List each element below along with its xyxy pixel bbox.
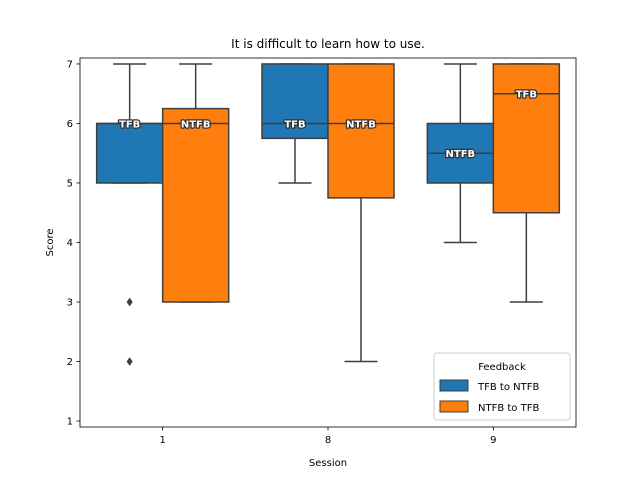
legend-swatch: [439, 400, 469, 413]
legend-title: Feedback: [478, 362, 526, 373]
y-tick-label: 4: [67, 238, 73, 249]
box-group: [492, 63, 561, 303]
outlier-point: [126, 297, 133, 307]
box-iqr: [492, 63, 561, 214]
box-iqr: [161, 107, 230, 303]
x-axis: 1 8 9: [159, 427, 497, 446]
x-axis-label: Session: [309, 458, 347, 469]
x-tick-label: 9: [490, 435, 496, 446]
y-tick-label: 5: [67, 178, 73, 189]
boxes-layer: [95, 63, 561, 366]
y-tick-label: 3: [67, 298, 73, 309]
y-tick-label: 6: [67, 119, 73, 130]
box-iqr: [95, 122, 164, 184]
box-group: [261, 63, 329, 184]
chart-title: It is difficult to learn how to use.: [231, 37, 425, 51]
outlier-point: [126, 357, 133, 366]
legend-swatch: [439, 379, 469, 392]
box-group: [327, 63, 395, 363]
box-iqr: [327, 63, 395, 199]
y-tick-label: 7: [67, 59, 73, 70]
legend-entry-label: TFB to NTFB: [477, 382, 539, 393]
y-tick-label: 2: [67, 357, 73, 368]
legend-entry-label: NTFB to TFB: [478, 403, 539, 414]
median-label: TFB: [516, 90, 537, 101]
median-label: NTFB: [181, 119, 211, 130]
y-tick-label: 1: [67, 417, 73, 428]
median-label: NTFB: [346, 119, 376, 130]
median-label: TFB: [284, 119, 305, 130]
median-label: NTFB: [446, 149, 476, 160]
y-axis: 1 2 3 4 5 6 7: [67, 59, 80, 428]
box-labels-layer: TFB TFB NTFB NTFB NTFB TFB: [118, 88, 538, 161]
x-tick-label: 1: [159, 435, 165, 446]
box-group: [426, 63, 495, 244]
y-axis-label: Score: [45, 228, 56, 256]
median-label: TFB: [119, 119, 140, 130]
box-group: [161, 63, 230, 303]
x-tick-label: 8: [325, 435, 331, 446]
legend: Feedback TFB to NTFB NTFB to TFB: [433, 352, 571, 421]
